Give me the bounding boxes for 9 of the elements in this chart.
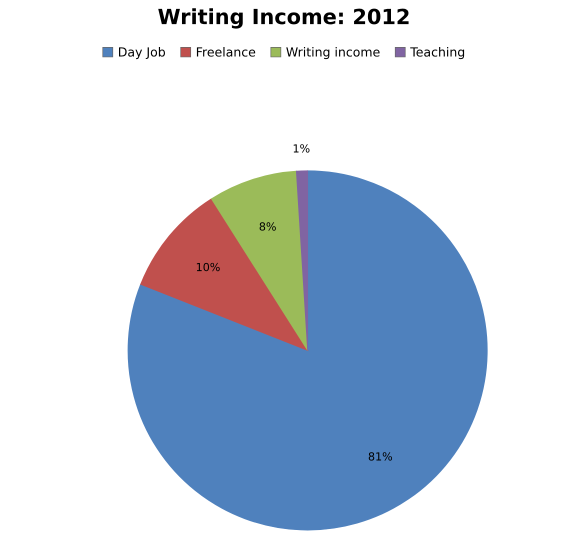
legend-label: Day Job bbox=[119, 47, 166, 60]
data-label: 81% bbox=[368, 452, 392, 461]
data-label: 8% bbox=[260, 222, 276, 231]
legend-label: Writing income bbox=[286, 47, 380, 60]
chart-title: Writing Income: 2012 bbox=[158, 8, 409, 29]
legend-label: Freelance bbox=[196, 47, 256, 57]
data-label: 10% bbox=[196, 262, 220, 272]
legend-label: Teaching bbox=[410, 47, 464, 60]
data-label: 1% bbox=[294, 144, 310, 153]
